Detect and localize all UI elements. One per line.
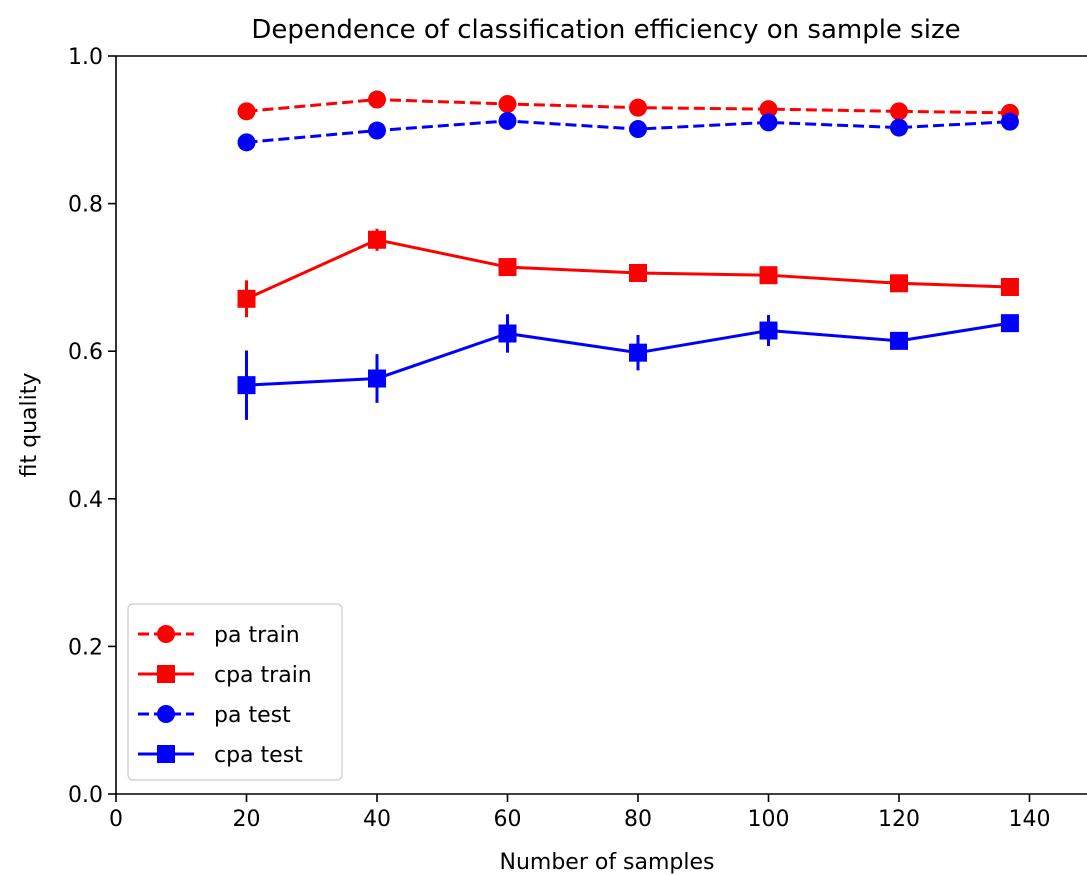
data-point [499,258,517,276]
legend-marker [157,665,175,683]
data-point [890,274,908,292]
legend-marker [157,705,175,723]
x-tick-label: 0 [109,807,123,832]
data-point [629,99,647,117]
data-point [629,264,647,282]
legend: pa train cpa train pa test cpa test [128,604,342,780]
x-tick-label: 40 [363,807,391,832]
data-point [760,266,778,284]
x-tick-label: 80 [624,807,652,832]
legend-label: pa test [214,703,291,728]
y-tick-label: 0.8 [68,193,103,218]
data-point [1001,113,1019,131]
y-tick-label: 0.2 [68,635,103,660]
y-tick-label: 0.0 [68,783,103,808]
y-tick-label: 0.4 [68,488,103,513]
data-point [890,119,908,137]
x-tick-label: 120 [878,807,920,832]
data-point [238,376,256,394]
data-point [760,113,778,131]
data-point [1001,314,1019,332]
data-point [1001,278,1019,296]
data-point [238,133,256,151]
x-axis-label: Number of samples [499,850,714,875]
y-axis-label: fit quality [17,373,42,478]
x-tick-label: 140 [1009,807,1051,832]
data-point [368,91,386,109]
x-tick-label: 20 [233,807,261,832]
legend-marker [157,745,175,763]
data-point [499,324,517,342]
legend-marker [157,625,175,643]
data-point [760,322,778,340]
data-point [238,290,256,308]
chart-title: Dependence of classification efficiency … [251,15,960,45]
data-point [629,344,647,362]
y-tick-label: 0.6 [68,340,103,365]
data-point [499,95,517,113]
data-point [890,332,908,350]
data-point [368,231,386,249]
legend-label: cpa test [214,743,303,768]
x-tick-label: 60 [494,807,522,832]
data-point [368,370,386,388]
data-point [499,112,517,130]
data-point [238,102,256,120]
x-tick-label: 100 [748,807,790,832]
y-tick-label: 1.0 [68,45,103,70]
data-point [890,102,908,120]
legend-label: pa train [214,623,300,648]
data-point [629,120,647,138]
legend-label: cpa train [214,663,312,688]
data-point [368,122,386,140]
